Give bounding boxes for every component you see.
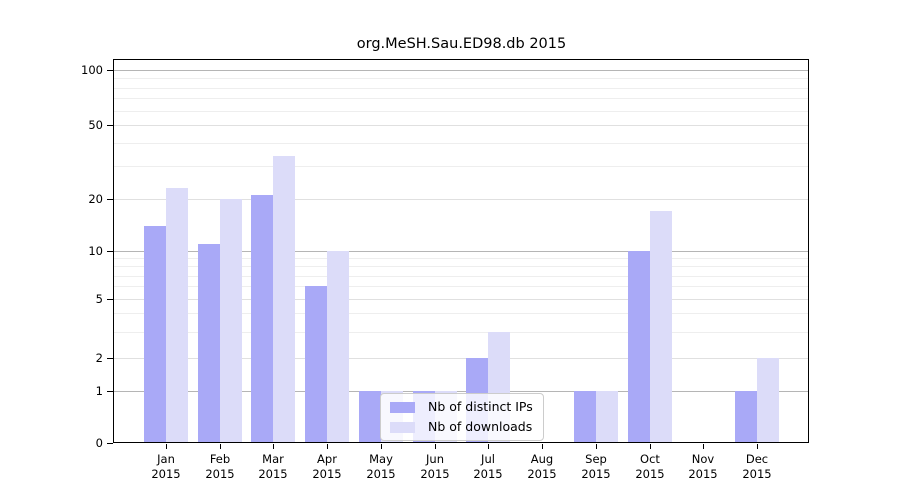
gridline-minor-90 <box>114 78 809 79</box>
bar-apr-2015-nb-of-distinct-ips <box>305 286 327 443</box>
x-tick-oct-2015 <box>650 444 651 449</box>
y-tick-label-0: 0 <box>95 436 103 450</box>
gridline-minor-60 <box>114 111 809 112</box>
gridline-50 <box>114 125 809 126</box>
x-tick-may-2015 <box>381 444 382 449</box>
x-tick-label-may-2015: May 2015 <box>366 452 396 481</box>
x-tick-mar-2015 <box>273 444 274 449</box>
bar-apr-2015-nb-of-downloads <box>327 251 349 443</box>
x-tick-label-sep-2015: Sep 2015 <box>581 452 611 481</box>
gridline-5 <box>114 299 809 300</box>
x-tick-label-aug-2015: Aug 2015 <box>527 452 557 481</box>
bar-jan-2015-nb-of-downloads <box>166 188 188 443</box>
gridline-20 <box>114 199 809 200</box>
y-tick-label-100: 100 <box>81 63 103 77</box>
bar-may-2015-nb-of-distinct-ips <box>359 391 381 443</box>
legend-item-distinct-ips: Nb of distinct IPs <box>390 399 534 415</box>
bar-mar-2015-nb-of-downloads <box>273 156 295 443</box>
y-tick-50 <box>107 125 113 126</box>
chart-title: org.MeSH.Sau.ED98.db 2015 <box>356 36 567 52</box>
gridline-minor-4 <box>114 313 809 314</box>
y-tick-label-50: 50 <box>88 118 103 132</box>
y-tick-1 <box>107 391 113 392</box>
y-tick-label-5: 5 <box>95 292 103 306</box>
x-tick-label-nov-2015: Nov 2015 <box>688 452 718 481</box>
x-tick-label-jul-2015: Jul 2015 <box>473 452 503 481</box>
bar-oct-2015-nb-of-distinct-ips <box>628 251 650 443</box>
gridline-2 <box>114 358 809 359</box>
bar-oct-2015-nb-of-downloads <box>650 211 672 443</box>
y-tick-5 <box>107 299 113 300</box>
bar-dec-2015-nb-of-distinct-ips <box>735 391 757 443</box>
gridline-minor-30 <box>114 166 809 167</box>
y-tick-0 <box>107 443 113 444</box>
gridline-minor-8 <box>114 266 809 267</box>
y-tick-10 <box>107 251 113 252</box>
x-tick-jan-2015 <box>166 444 167 449</box>
bar-feb-2015-nb-of-distinct-ips <box>198 244 220 443</box>
x-tick-nov-2015 <box>703 444 704 449</box>
bar-sep-2015-nb-of-distinct-ips <box>574 391 596 443</box>
gridline-minor-9 <box>114 258 809 259</box>
gridline-10 <box>114 251 809 252</box>
x-tick-dec-2015 <box>757 444 758 449</box>
x-tick-label-mar-2015: Mar 2015 <box>258 452 288 481</box>
gridline-minor-7 <box>114 276 809 277</box>
bar-sep-2015-nb-of-downloads <box>596 391 618 443</box>
gridline-minor-80 <box>114 88 809 89</box>
y-tick-label-10: 10 <box>88 244 103 258</box>
x-tick-feb-2015 <box>220 444 221 449</box>
bar-mar-2015-nb-of-distinct-ips <box>251 195 273 443</box>
x-tick-label-jan-2015: Jan 2015 <box>151 452 181 481</box>
x-tick-label-feb-2015: Feb 2015 <box>205 452 235 481</box>
y-tick-100 <box>107 70 113 71</box>
legend-item-downloads: Nb of downloads <box>390 419 534 435</box>
y-tick-2 <box>107 358 113 359</box>
legend-swatch-downloads <box>390 421 415 433</box>
gridline-minor-40 <box>114 143 809 144</box>
gridline-100 <box>114 70 809 71</box>
y-tick-label-2: 2 <box>95 351 103 365</box>
x-tick-label-apr-2015: Apr 2015 <box>312 452 342 481</box>
x-tick-label-dec-2015: Dec 2015 <box>742 452 772 481</box>
x-tick-aug-2015 <box>542 444 543 449</box>
legend-swatch-distinct-ips <box>390 401 415 413</box>
x-tick-jun-2015 <box>435 444 436 449</box>
x-tick-sep-2015 <box>596 444 597 449</box>
bar-dec-2015-nb-of-downloads <box>757 358 779 443</box>
y-tick-label-1: 1 <box>95 384 103 398</box>
x-tick-label-jun-2015: Jun 2015 <box>420 452 450 481</box>
bar-feb-2015-nb-of-downloads <box>220 199 242 443</box>
gridline-minor-70 <box>114 98 809 99</box>
gridline-minor-6 <box>114 286 809 287</box>
legend: Nb of distinct IPs Nb of downloads <box>380 393 544 441</box>
x-tick-jul-2015 <box>488 444 489 449</box>
bar-jan-2015-nb-of-distinct-ips <box>144 226 166 443</box>
y-tick-label-20: 20 <box>88 192 103 206</box>
gridline-1 <box>114 391 809 392</box>
gridline-minor-3 <box>114 332 809 333</box>
x-tick-label-oct-2015: Oct 2015 <box>635 452 665 481</box>
y-tick-20 <box>107 199 113 200</box>
legend-label-downloads: Nb of downloads <box>428 419 533 434</box>
x-tick-apr-2015 <box>327 444 328 449</box>
legend-label-distinct-ips: Nb of distinct IPs <box>428 399 533 414</box>
